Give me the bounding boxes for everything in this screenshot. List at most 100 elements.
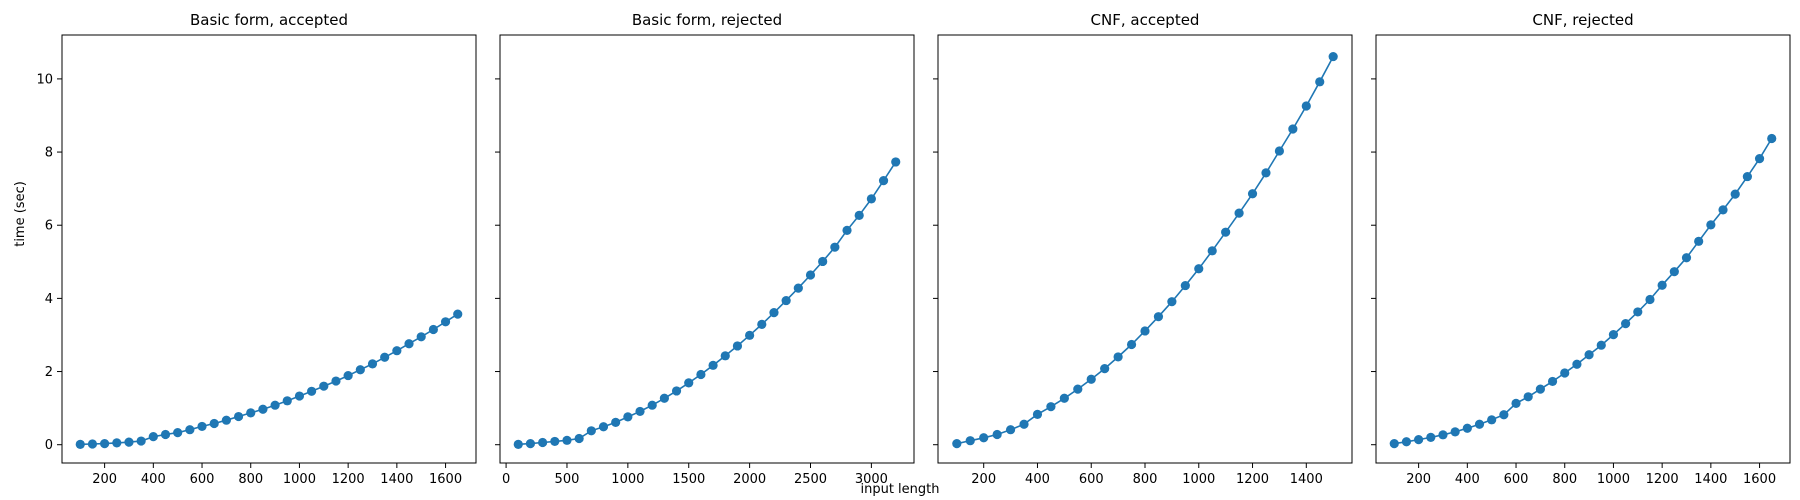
subplot-4: CNF, rejected 200 400 600 800 1000 1200 1400 160…	[1371, 11, 1791, 487]
data-point	[1742, 171, 1752, 182]
data-point	[1754, 154, 1765, 164]
x-tick-label: 0	[502, 472, 510, 487]
plot-frame	[61, 34, 477, 464]
data-point	[781, 295, 791, 306]
x-tick-label: 200	[971, 472, 996, 487]
data-point	[574, 433, 584, 444]
data-point	[112, 438, 122, 448]
x-tick-label: 1400	[380, 472, 413, 487]
data-point	[148, 432, 158, 442]
data-point	[87, 439, 98, 449]
data-point	[331, 376, 341, 386]
data-point	[854, 210, 864, 220]
data-point	[440, 317, 451, 327]
x-tick-label: 1400	[1290, 472, 1323, 487]
x-tick-label: 400	[141, 472, 166, 487]
data-point	[1584, 350, 1594, 360]
data-point	[1328, 51, 1338, 62]
x-tick-label: 2500	[794, 472, 827, 487]
data-point	[525, 439, 536, 449]
data-point	[1694, 236, 1704, 246]
data-point	[428, 324, 438, 335]
data-point	[1180, 280, 1190, 291]
x-tick-label: 800	[1552, 472, 1577, 487]
x-tick-label: 1200	[1236, 472, 1269, 487]
x-tick-label: 600	[190, 472, 215, 487]
data-point	[586, 426, 596, 436]
x-tick-label: 1600	[429, 472, 462, 487]
data-point	[1547, 376, 1558, 387]
subplot-2: Basic form, rejected 0 500 1000 1500 2000 2500…	[495, 11, 915, 487]
data-point	[1401, 437, 1412, 447]
x-tick-label: 1000	[283, 472, 316, 487]
data-point	[185, 425, 195, 435]
data-point	[979, 433, 989, 443]
y-tick-label: 10	[36, 72, 53, 87]
data-point	[866, 194, 876, 204]
data-point	[221, 415, 231, 425]
data-point	[75, 439, 85, 449]
data-point	[1474, 419, 1485, 429]
data-point	[1633, 307, 1643, 317]
y-axis-label: time (sec)	[13, 181, 28, 247]
data-point	[757, 319, 767, 329]
data-point	[1572, 359, 1582, 369]
data-point	[891, 157, 901, 167]
x-tick-label: 1200	[332, 472, 365, 487]
data-point	[1207, 246, 1217, 256]
data-point	[1426, 432, 1436, 442]
x-tick-label: 1000	[611, 472, 644, 487]
data-point	[1288, 124, 1298, 134]
data-point	[562, 435, 572, 445]
data-point	[367, 359, 378, 369]
data-point	[307, 386, 317, 396]
x-tick-label: 800	[1133, 472, 1158, 487]
data-point	[294, 391, 305, 401]
data-point	[1261, 168, 1271, 178]
data-point	[952, 439, 962, 449]
data-point	[1113, 352, 1123, 362]
x-tick-label: 1500	[672, 472, 705, 487]
data-point	[1414, 434, 1424, 445]
subplot-1: Basic form, accepted 200 400 600 800 1000 1200…	[36, 11, 477, 487]
data-point	[611, 417, 621, 427]
x-tick-label: 2000	[733, 472, 766, 487]
x-tick-label: 1200	[1646, 472, 1679, 487]
data-point	[1706, 220, 1716, 230]
x-tick-label: 800	[238, 472, 263, 487]
plot-frame	[499, 34, 915, 464]
x-tick-label: 400	[1455, 472, 1480, 487]
data-point	[635, 406, 645, 417]
x-tick-label: 1400	[1694, 472, 1727, 487]
data-point	[1167, 297, 1177, 307]
data-point	[1596, 340, 1606, 350]
data-point	[965, 436, 975, 446]
data-point	[1194, 264, 1204, 274]
data-point	[878, 175, 889, 186]
data-point	[1032, 409, 1043, 419]
data-point	[720, 351, 730, 361]
data-point	[1100, 364, 1110, 374]
data-point	[1535, 384, 1545, 394]
data-point	[233, 411, 244, 422]
data-point	[1608, 330, 1619, 340]
x-tick-label: 1600	[1743, 472, 1776, 487]
data-point	[319, 381, 329, 391]
data-point	[136, 436, 146, 446]
data-point	[355, 365, 365, 375]
data-point	[1730, 189, 1740, 199]
data-point	[246, 408, 256, 418]
data-point	[1274, 146, 1285, 156]
data-point	[1301, 101, 1311, 111]
x-axis-label: input length	[860, 482, 939, 497]
data-point	[258, 404, 268, 414]
data-point	[793, 283, 803, 293]
data-point	[1140, 326, 1150, 336]
data-point	[1221, 227, 1231, 237]
series-line	[1394, 138, 1773, 445]
x-tick-label: 600	[1504, 472, 1529, 487]
y-tick-label: 2	[45, 365, 53, 380]
data-point	[209, 418, 219, 429]
x-tick-label: 500	[555, 472, 580, 487]
data-point	[416, 332, 426, 342]
